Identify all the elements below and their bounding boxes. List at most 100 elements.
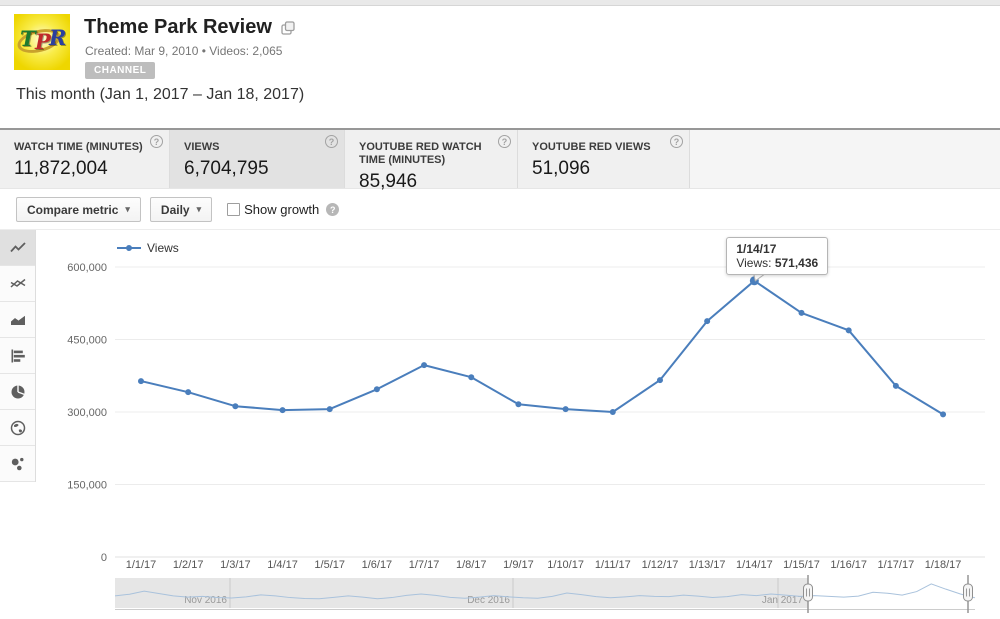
legend-label: Views bbox=[147, 241, 179, 255]
tooltip-value-row: Views: 571,436 bbox=[736, 256, 819, 270]
views-chart: 0 150,000 300,000 450,000 600,000 1/1/17 1/2/1… bbox=[67, 262, 985, 613]
x-tick-label: 1/10/17 bbox=[547, 559, 584, 571]
compare-metric-label: Compare metric bbox=[27, 202, 119, 217]
channel-avatar[interactable]: T P R bbox=[14, 14, 70, 70]
navigator-sparkline bbox=[114, 583, 976, 600]
legend-views[interactable]: Views bbox=[117, 241, 179, 255]
data-point-1/7/17[interactable] bbox=[421, 362, 428, 369]
top-divider bbox=[0, 0, 1000, 6]
navigator-month-label: Dec 2016 bbox=[467, 595, 510, 606]
x-tick-label: 1/17/17 bbox=[878, 559, 915, 571]
interval-dropdown[interactable]: Daily ▾ bbox=[149, 197, 213, 222]
data-point-1/10/17[interactable] bbox=[562, 406, 569, 413]
compare-metric-button[interactable]: Compare metric ▾ bbox=[16, 197, 141, 222]
data-point-1/17/17[interactable] bbox=[892, 382, 899, 389]
tab-red-watch-time[interactable]: YOUTUBE RED WATCH TIME (MINUTES) 85,946 … bbox=[345, 130, 518, 192]
chevron-down-icon: ▾ bbox=[196, 204, 202, 214]
chevron-down-icon: ▾ bbox=[125, 204, 130, 214]
legend-line-marker bbox=[117, 245, 141, 251]
x-tick-label: 1/7/17 bbox=[409, 559, 440, 571]
data-point-1/18/17[interactable] bbox=[940, 411, 947, 418]
y-tick-label: 0 bbox=[101, 552, 107, 564]
data-point-1/9/17[interactable] bbox=[515, 401, 522, 408]
navigator-handle-left[interactable] bbox=[803, 583, 813, 602]
data-point-1/15/17[interactable] bbox=[798, 309, 805, 316]
x-tick-label: 1/3/17 bbox=[220, 559, 251, 571]
data-point-1/6/17[interactable] bbox=[373, 386, 380, 393]
help-icon[interactable]: ? bbox=[670, 135, 683, 148]
x-tick-label: 1/2/17 bbox=[173, 559, 204, 571]
data-point-1/16/17[interactable] bbox=[845, 327, 852, 334]
data-point-1/5/17[interactable] bbox=[326, 406, 333, 413]
channel-badge: CHANNEL bbox=[85, 62, 156, 79]
help-icon[interactable]: ? bbox=[326, 203, 340, 216]
globe-icon bbox=[10, 420, 25, 435]
chart-type-compare[interactable] bbox=[0, 266, 35, 302]
legend-dot-marker bbox=[126, 245, 132, 251]
tab-value: 11,872,004 bbox=[14, 158, 108, 179]
area-chart-icon bbox=[9, 313, 26, 325]
x-tick-label: 1/4/17 bbox=[267, 559, 298, 571]
tab-red-views[interactable]: YOUTUBE RED VIEWS 51,096 ? bbox=[518, 130, 690, 188]
show-growth-checkbox[interactable] bbox=[227, 203, 241, 216]
x-tick-label: 1/18/17 bbox=[925, 559, 962, 571]
help-icon[interactable]: ? bbox=[325, 135, 338, 148]
data-point-1/8/17[interactable] bbox=[468, 374, 475, 381]
chart-type-map[interactable] bbox=[0, 410, 35, 446]
tab-label: YOUTUBE RED WATCH TIME (MINUTES) bbox=[359, 141, 482, 166]
line-chart-icon bbox=[9, 241, 26, 252]
chart-type-bubble[interactable] bbox=[0, 446, 35, 482]
tab-views[interactable]: VIEWS 6,704,795 ? bbox=[170, 130, 345, 188]
data-point-1/13/17[interactable] bbox=[704, 318, 711, 325]
interval-label: Daily bbox=[160, 202, 190, 217]
help-icon[interactable]: ? bbox=[150, 135, 163, 148]
bar-chart-icon bbox=[11, 349, 25, 362]
x-tick-label: 1/14/17 bbox=[736, 559, 773, 571]
popout-icon[interactable] bbox=[281, 20, 295, 35]
logo-letter: P bbox=[35, 29, 51, 54]
chart-type-sidebar bbox=[0, 230, 36, 482]
compare-lines-icon bbox=[9, 278, 25, 288]
x-tick-label: 1/12/17 bbox=[642, 559, 679, 571]
y-tick-label: 600,000 bbox=[67, 262, 107, 274]
views-line bbox=[140, 279, 944, 416]
metric-tabs: WATCH TIME (MINUTES) 11,872,004 ? VIEWS … bbox=[0, 128, 1000, 192]
x-tick-label: 1/8/17 bbox=[456, 559, 487, 571]
bubble-chart-icon bbox=[11, 457, 23, 470]
x-tick-label: 1/6/17 bbox=[362, 559, 393, 571]
y-tick-label: 450,000 bbox=[67, 335, 107, 347]
navigator-month-label: Jan 2017 bbox=[762, 595, 804, 606]
chart-type-line[interactable] bbox=[0, 230, 35, 266]
data-point-1/1/17[interactable] bbox=[138, 378, 144, 385]
x-tick-label: 1/16/17 bbox=[830, 559, 867, 571]
help-icon[interactable]: ? bbox=[498, 135, 511, 148]
tab-value: 51,096 bbox=[532, 158, 591, 179]
show-growth-control[interactable]: Show growth ? bbox=[227, 202, 340, 217]
x-tick-label: 1/13/17 bbox=[689, 559, 726, 571]
tab-watch-time[interactable]: WATCH TIME (MINUTES) 11,872,004 ? bbox=[0, 130, 170, 188]
y-tick-label: 150,000 bbox=[67, 480, 107, 492]
data-point-1/11/17[interactable] bbox=[609, 409, 616, 415]
x-tick-label: 1/15/17 bbox=[783, 559, 820, 571]
tab-value: 85,946 bbox=[359, 171, 418, 192]
x-tick-label: 1/1/17 bbox=[126, 559, 157, 571]
tab-label: VIEWS bbox=[184, 141, 220, 153]
navigator-handle-right[interactable] bbox=[963, 583, 973, 602]
data-point-1/12/17[interactable] bbox=[656, 377, 663, 384]
x-tick-label: 1/5/17 bbox=[314, 559, 345, 571]
y-tick-label: 300,000 bbox=[67, 407, 107, 419]
x-tick-label: 1/9/17 bbox=[503, 559, 534, 571]
tooltip-date: 1/14/17 bbox=[736, 242, 777, 256]
logo-letter: T bbox=[20, 26, 36, 51]
chart-type-area[interactable] bbox=[0, 302, 35, 338]
chart-type-bar[interactable] bbox=[0, 338, 35, 374]
data-point-1/3/17[interactable] bbox=[232, 403, 239, 410]
navigator-month-label: Nov 2016 bbox=[184, 595, 227, 606]
tab-value: 6,704,795 bbox=[184, 158, 269, 179]
report-period-title: This month (Jan 1, 2017 – Jan 18, 2017) bbox=[16, 86, 305, 103]
chart-top-border bbox=[0, 229, 1000, 230]
chart-tooltip: 1/14/17 Views: 571,436 bbox=[726, 237, 829, 275]
data-point-1/2/17[interactable] bbox=[185, 389, 192, 396]
chart-type-pie[interactable] bbox=[0, 374, 35, 410]
data-point-1/4/17[interactable] bbox=[279, 407, 286, 414]
